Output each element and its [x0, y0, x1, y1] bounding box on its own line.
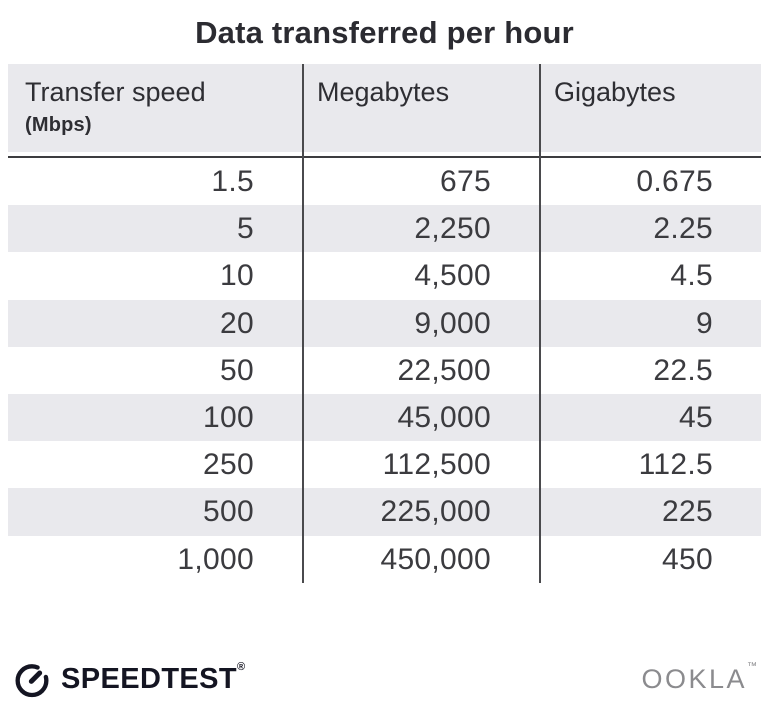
- speedtest-wordmark: SPEEDTEST®: [61, 660, 246, 695]
- table-row: 500 225,000 225: [8, 488, 761, 536]
- table-row: 100 45,000 45: [8, 393, 761, 442]
- ookla-logo: OOKLA™: [641, 660, 757, 694]
- speedtest-logo: SPEEDTEST®: [12, 659, 246, 699]
- speedtest-gauge-icon: [12, 659, 52, 699]
- table-row: 1.5 675 0.675: [8, 158, 761, 205]
- table-row: 20 9,000 9: [8, 299, 761, 347]
- cell-gigabytes: 0.675: [636, 165, 713, 198]
- cell-speed: 10: [220, 259, 254, 293]
- cell-megabytes: 2,250: [414, 212, 491, 246]
- table-row: 1,000 450,000 450: [8, 536, 761, 583]
- cell-gigabytes: 112.5: [638, 448, 713, 482]
- cell-speed: 500: [203, 495, 254, 529]
- cell-megabytes: 450,000: [380, 542, 491, 576]
- header-label: Transfer speed: [25, 77, 206, 107]
- cell-megabytes: 9,000: [414, 306, 491, 340]
- cell-speed: 20: [220, 306, 254, 340]
- cell-speed: 1.5: [211, 165, 254, 198]
- cell-gigabytes: 225: [662, 495, 713, 529]
- header-cell-megabytes: Megabytes: [302, 64, 539, 152]
- trademark-mark: ™: [747, 660, 757, 672]
- header-label: Gigabytes: [554, 77, 676, 107]
- page-title: Data transferred per hour: [195, 15, 574, 50]
- table-row: 5 2,250 2.25: [8, 205, 761, 253]
- table-header-row: Transfer speed (Mbps) Megabytes Gigabyte…: [8, 64, 761, 152]
- data-table: Transfer speed (Mbps) Megabytes Gigabyte…: [8, 64, 761, 583]
- column-divider: [539, 64, 541, 583]
- cell-gigabytes: 4.5: [670, 259, 713, 293]
- cell-megabytes: 4,500: [414, 259, 491, 293]
- column-divider: [302, 64, 304, 583]
- cell-speed: 1,000: [177, 542, 254, 576]
- header-cell-transfer-speed: Transfer speed (Mbps): [8, 64, 302, 152]
- cell-megabytes: 22,500: [397, 353, 491, 387]
- cell-gigabytes: 22.5: [653, 353, 713, 387]
- cell-speed: 250: [203, 448, 254, 482]
- header-sub-label: (Mbps): [25, 114, 92, 137]
- cell-speed: 100: [203, 400, 254, 434]
- cell-speed: 5: [237, 212, 254, 246]
- header-label: Megabytes: [317, 77, 450, 107]
- table-row: 10 4,500 4.5: [8, 252, 761, 299]
- cell-megabytes: 225,000: [380, 495, 491, 529]
- cell-megabytes: 45,000: [397, 400, 491, 434]
- table-row: 250 112,500 112.5: [8, 441, 761, 488]
- cell-gigabytes: 45: [679, 400, 713, 434]
- footer: SPEEDTEST® OOKLA™: [12, 659, 757, 699]
- cell-megabytes: 112,500: [382, 448, 491, 482]
- cell-gigabytes: 9: [696, 306, 713, 340]
- cell-megabytes: 675: [440, 165, 491, 198]
- header-cell-gigabytes: Gigabytes: [539, 64, 761, 152]
- registered-trademark-mark: ®: [237, 660, 246, 673]
- cell-speed: 50: [220, 353, 254, 387]
- cell-gigabytes: 450: [662, 542, 713, 576]
- header-rule: [8, 156, 761, 158]
- table-row: 50 22,500 22.5: [8, 347, 761, 394]
- table-body: 1.5 675 0.675 5 2,250 2.25 10 4,500 4.5 …: [8, 158, 761, 583]
- cell-gigabytes: 2.25: [653, 212, 713, 246]
